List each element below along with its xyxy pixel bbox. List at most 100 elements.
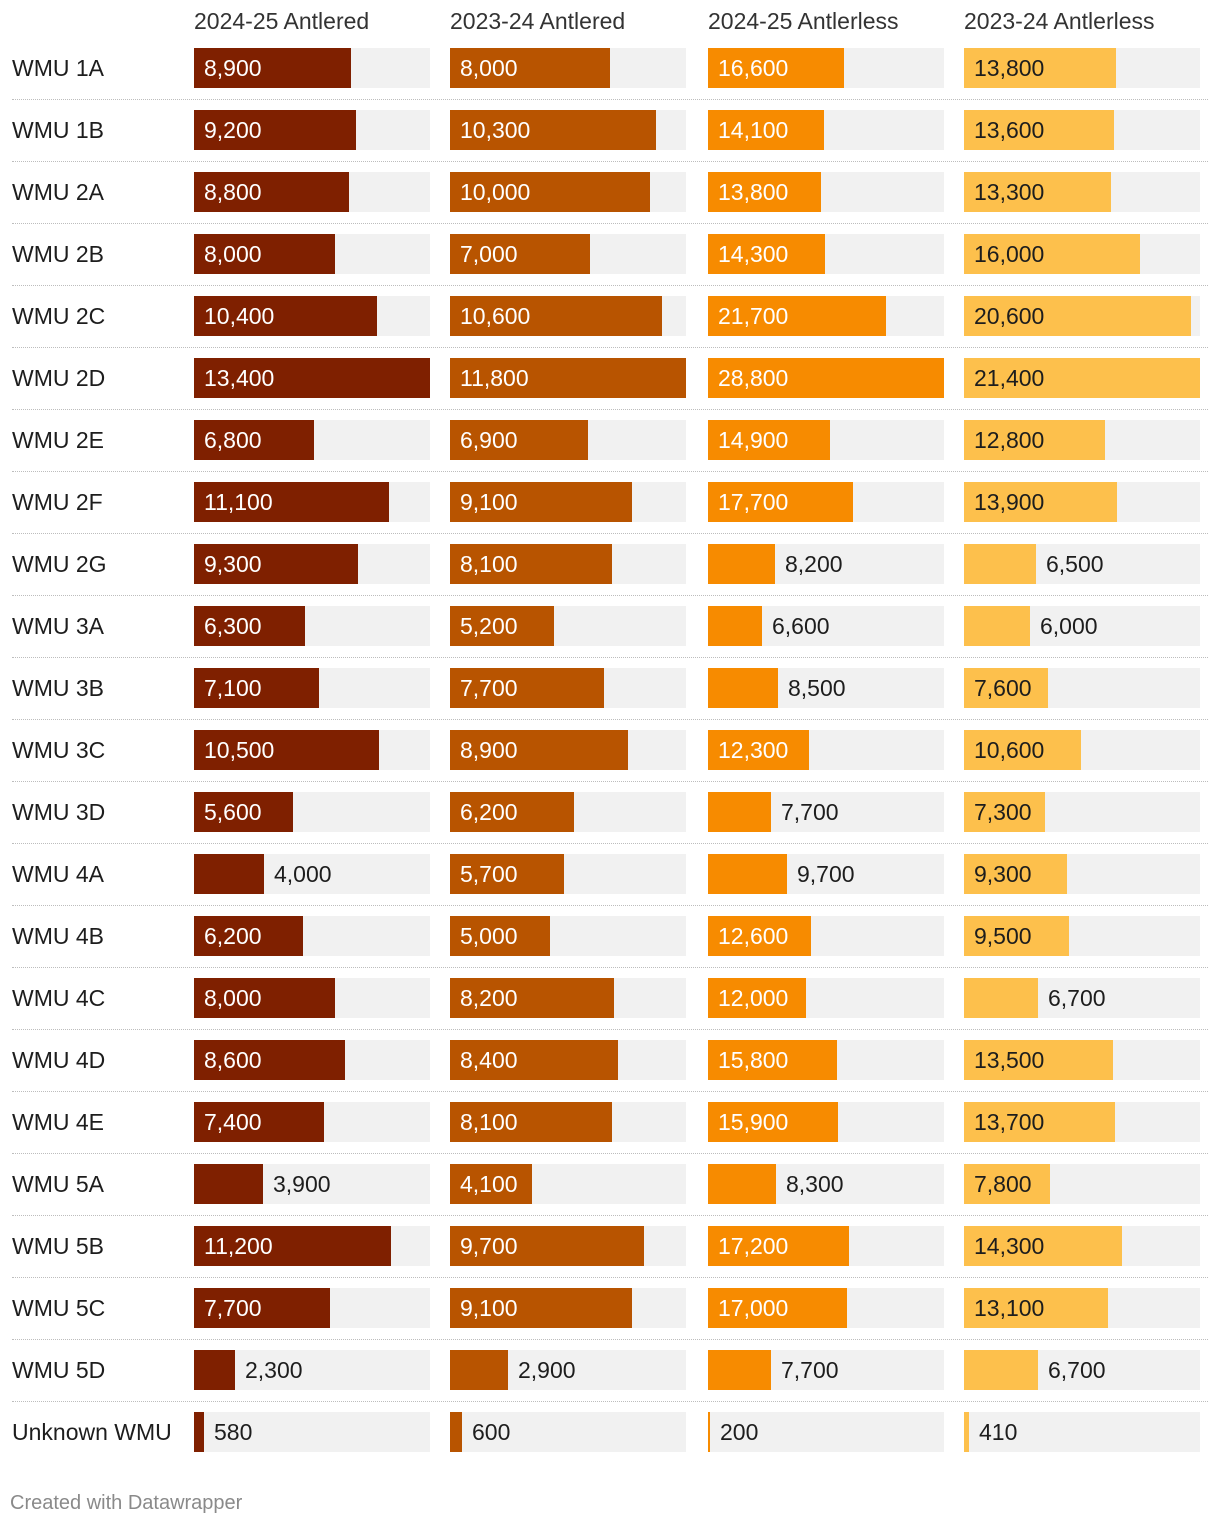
bar — [964, 1412, 969, 1452]
bar-track: 14,300 — [964, 1226, 1200, 1266]
bar — [708, 1288, 847, 1328]
bar-track: 13,400 — [194, 358, 430, 398]
bar — [708, 1350, 771, 1390]
bar — [194, 1350, 235, 1390]
row-label: WMU 2E — [12, 427, 104, 453]
bar — [708, 792, 771, 832]
row-label: WMU 4A — [12, 861, 104, 887]
bar-value-label: 15,900 — [718, 1109, 789, 1135]
bar — [450, 978, 614, 1018]
bar — [450, 296, 662, 336]
bar — [964, 358, 1200, 398]
bar-value-label: 9,300 — [974, 861, 1032, 887]
bar-value-label: 5,600 — [204, 799, 262, 825]
bar-value-label: 13,600 — [974, 117, 1045, 143]
bar — [708, 234, 825, 274]
bar-track: 7,600 — [964, 668, 1200, 708]
bar-track: 20,600 — [964, 296, 1200, 336]
bar-track: 8,900 — [450, 730, 686, 770]
bar — [194, 172, 349, 212]
bar-value-label: 21,400 — [974, 365, 1045, 391]
row-separator — [12, 1091, 1208, 1092]
bar-track: 10,300 — [450, 110, 686, 150]
bar — [708, 916, 811, 956]
bar-track: 6,200 — [194, 916, 430, 956]
row-label: WMU 2C — [12, 303, 106, 329]
bar-track: 9,200 — [194, 110, 430, 150]
bar-track: 8,100 — [450, 544, 686, 584]
bar-track: 13,700 — [964, 1102, 1200, 1142]
bar-value-label: 17,000 — [718, 1295, 789, 1321]
bar-value-label: 7,700 — [781, 799, 839, 825]
row-separator — [12, 967, 1208, 968]
bar-value-label: 8,000 — [204, 241, 262, 267]
bar — [450, 482, 632, 522]
bar-track: 9,500 — [964, 916, 1200, 956]
bar — [450, 1102, 612, 1142]
bar — [964, 234, 1140, 274]
bar — [708, 730, 809, 770]
bar-value-label: 4,100 — [460, 1171, 518, 1197]
bar — [708, 420, 830, 460]
bar-value-label: 8,400 — [460, 1047, 518, 1073]
bar-value-label: 10,500 — [204, 737, 275, 763]
bar — [194, 1288, 330, 1328]
bar-track: 580 — [194, 1412, 430, 1452]
bar-track: 7,700 — [708, 792, 944, 832]
bar-track: 5,200 — [450, 606, 686, 646]
bar-track: 21,400 — [964, 358, 1200, 398]
bar-track: 10,400 — [194, 296, 430, 336]
bar-value-label: 9,100 — [460, 489, 518, 515]
bar-track: 4,000 — [194, 854, 430, 894]
bar-track: 13,300 — [964, 172, 1200, 212]
bar-value-label: 7,600 — [974, 675, 1032, 701]
bar-track: 11,800 — [450, 358, 686, 398]
bar-value-label: 11,100 — [204, 489, 273, 515]
bar-track: 8,500 — [708, 668, 944, 708]
bar-track: 12,300 — [708, 730, 944, 770]
bar-value-label: 6,500 — [1046, 551, 1104, 577]
bar — [194, 358, 430, 398]
bar-track: 5,000 — [450, 916, 686, 956]
bar-track: 6,600 — [708, 606, 944, 646]
bar-value-label: 8,900 — [460, 737, 518, 763]
row-separator — [12, 657, 1208, 658]
bar — [194, 1102, 324, 1142]
row-label: WMU 3B — [12, 675, 104, 701]
bar-value-label: 13,800 — [718, 179, 789, 205]
bar-value-label: 580 — [214, 1419, 253, 1445]
row-separator — [12, 1277, 1208, 1278]
bar-track: 6,700 — [964, 1350, 1200, 1390]
bar — [450, 854, 564, 894]
row-label: WMU 2D — [12, 365, 106, 391]
row-separator — [12, 719, 1208, 720]
bar-track: 8,000 — [194, 234, 430, 274]
bar — [194, 978, 335, 1018]
row-label: WMU 1A — [12, 55, 104, 81]
footer-credit: Created with Datawrapper — [10, 1492, 243, 1514]
bar — [708, 978, 806, 1018]
bar-track: 7,700 — [708, 1350, 944, 1390]
bar-track: 8,800 — [194, 172, 430, 212]
bar — [194, 668, 319, 708]
bar — [194, 1412, 204, 1452]
row-label: WMU 5A — [12, 1171, 104, 1197]
bar — [964, 110, 1114, 150]
bar-track: 21,700 — [708, 296, 944, 336]
bar-track: 13,800 — [708, 172, 944, 212]
row-label: WMU 3C — [12, 737, 106, 763]
bar-value-label: 8,000 — [460, 55, 518, 81]
bar-value-label: 9,700 — [460, 1233, 518, 1259]
bar-value-label: 200 — [720, 1419, 759, 1445]
bar — [708, 110, 824, 150]
bar — [964, 916, 1069, 956]
bar — [194, 544, 358, 584]
bar-value-label: 12,000 — [718, 985, 789, 1011]
bar — [194, 234, 335, 274]
bar — [450, 1350, 508, 1390]
bar-track: 4,100 — [450, 1164, 686, 1204]
bar-track: 8,200 — [708, 544, 944, 584]
bar — [708, 1226, 849, 1266]
bar-value-label: 6,300 — [204, 613, 262, 639]
row-label: WMU 5C — [12, 1295, 106, 1321]
